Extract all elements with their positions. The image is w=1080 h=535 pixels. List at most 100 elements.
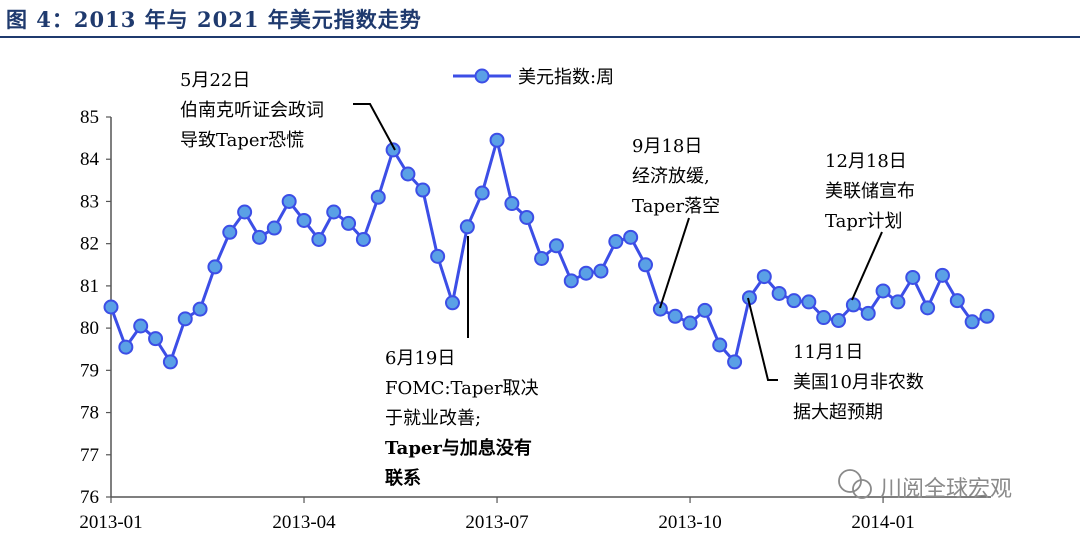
y-tick-label: 85 bbox=[80, 107, 99, 128]
data-point bbox=[474, 185, 490, 201]
annotation-text: Tapr计划 bbox=[825, 211, 902, 232]
annotation-text: 美国10月非农数 bbox=[793, 372, 924, 393]
annotation-text: FOMC:Taper取决 bbox=[385, 378, 539, 399]
data-point bbox=[548, 238, 564, 254]
data-point bbox=[489, 132, 505, 148]
data-point bbox=[148, 331, 164, 347]
data-point bbox=[266, 220, 282, 236]
data-point bbox=[534, 250, 550, 266]
data-point bbox=[608, 234, 624, 250]
data-point bbox=[697, 302, 713, 318]
data-point bbox=[667, 308, 683, 324]
y-tick-label: 81 bbox=[80, 276, 99, 297]
data-point bbox=[786, 293, 802, 309]
data-point bbox=[816, 310, 832, 326]
wechat-icon bbox=[838, 469, 862, 493]
annotation-text: 11月1日 bbox=[793, 342, 863, 363]
data-point bbox=[801, 294, 817, 310]
data-point bbox=[118, 339, 134, 355]
annotation-text: 5月22日 bbox=[180, 70, 250, 91]
data-point bbox=[652, 301, 668, 317]
data-point bbox=[385, 142, 401, 158]
data-point bbox=[623, 229, 639, 245]
data-point bbox=[459, 219, 475, 235]
data-point bbox=[890, 294, 906, 310]
data-point bbox=[593, 263, 609, 279]
x-tick-label: 2014-01 bbox=[851, 512, 914, 533]
data-point bbox=[682, 315, 698, 331]
data-point bbox=[251, 229, 267, 245]
data-point bbox=[444, 295, 460, 311]
annotation-text: 据大超预期 bbox=[793, 402, 883, 423]
annotation-text: 9月18日 bbox=[632, 136, 702, 157]
x-tick-label: 2013-10 bbox=[658, 512, 721, 533]
annotation-text: 经济放缓, bbox=[632, 166, 710, 187]
data-point bbox=[563, 273, 579, 289]
y-tick-label: 78 bbox=[80, 403, 99, 424]
data-point bbox=[756, 269, 772, 285]
watermark-text: 川阅全球宏观 bbox=[880, 477, 1012, 502]
data-point bbox=[964, 314, 980, 330]
annotation-leader bbox=[353, 103, 396, 151]
data-point bbox=[638, 257, 654, 273]
data-point bbox=[103, 299, 119, 315]
data-point bbox=[430, 248, 446, 264]
data-point bbox=[177, 311, 193, 327]
data-point bbox=[578, 265, 594, 281]
data-point bbox=[400, 166, 416, 182]
annotation-text: Taper与加息没有 bbox=[385, 437, 532, 459]
data-point bbox=[355, 231, 371, 247]
data-point bbox=[296, 212, 312, 228]
data-point bbox=[370, 189, 386, 205]
data-point bbox=[207, 259, 223, 275]
data-point bbox=[519, 209, 535, 225]
y-tick-label: 77 bbox=[80, 445, 99, 466]
data-point bbox=[905, 269, 921, 285]
data-point bbox=[845, 297, 861, 313]
figure-title: 图 4：2013 年与 2021 年美元指数走势 bbox=[6, 7, 422, 32]
data-point bbox=[222, 224, 238, 240]
legend-label: 美元指数:周 bbox=[518, 67, 614, 88]
data-point bbox=[727, 354, 743, 370]
data-point bbox=[934, 267, 950, 283]
legend-marker bbox=[474, 68, 490, 84]
x-tick-label: 2013-01 bbox=[79, 512, 142, 533]
annotation-text: 伯南克听证会政词 bbox=[180, 100, 324, 121]
annotation-leader bbox=[659, 217, 690, 309]
data-point bbox=[920, 300, 936, 316]
data-point bbox=[504, 196, 520, 212]
data-point bbox=[860, 305, 876, 321]
data-point bbox=[341, 215, 357, 231]
data-point bbox=[949, 293, 965, 309]
annotation-leader bbox=[851, 231, 883, 301]
y-tick-label: 83 bbox=[80, 191, 99, 212]
annotation-text: 12月18日 bbox=[825, 151, 907, 172]
title-rule bbox=[0, 36, 1080, 38]
data-point bbox=[771, 285, 787, 301]
annotation-text: 6月19日 bbox=[385, 348, 455, 369]
data-point bbox=[712, 337, 728, 353]
data-point bbox=[192, 301, 208, 317]
y-tick-label: 76 bbox=[80, 487, 99, 508]
data-point bbox=[326, 204, 342, 220]
x-tick-label: 2013-07 bbox=[465, 512, 528, 533]
data-point bbox=[875, 283, 891, 299]
x-tick-label: 2013-04 bbox=[272, 512, 336, 533]
data-point bbox=[133, 318, 149, 334]
y-tick-label: 80 bbox=[80, 318, 99, 339]
series-line bbox=[109, 138, 988, 364]
annotation-leader bbox=[747, 297, 778, 381]
y-tick-label: 79 bbox=[80, 360, 99, 381]
data-point bbox=[311, 231, 327, 247]
wechat-icon-bubble bbox=[852, 479, 872, 499]
data-point bbox=[162, 354, 178, 370]
data-point bbox=[281, 193, 297, 209]
y-tick-label: 84 bbox=[80, 149, 100, 170]
annotation-text: 联系 bbox=[385, 468, 421, 489]
data-point bbox=[237, 204, 253, 220]
data-point bbox=[979, 308, 995, 324]
annotation-text: 美联储宣布 bbox=[825, 181, 915, 202]
annotation-text: Taper落空 bbox=[632, 196, 720, 217]
data-point bbox=[415, 182, 431, 198]
